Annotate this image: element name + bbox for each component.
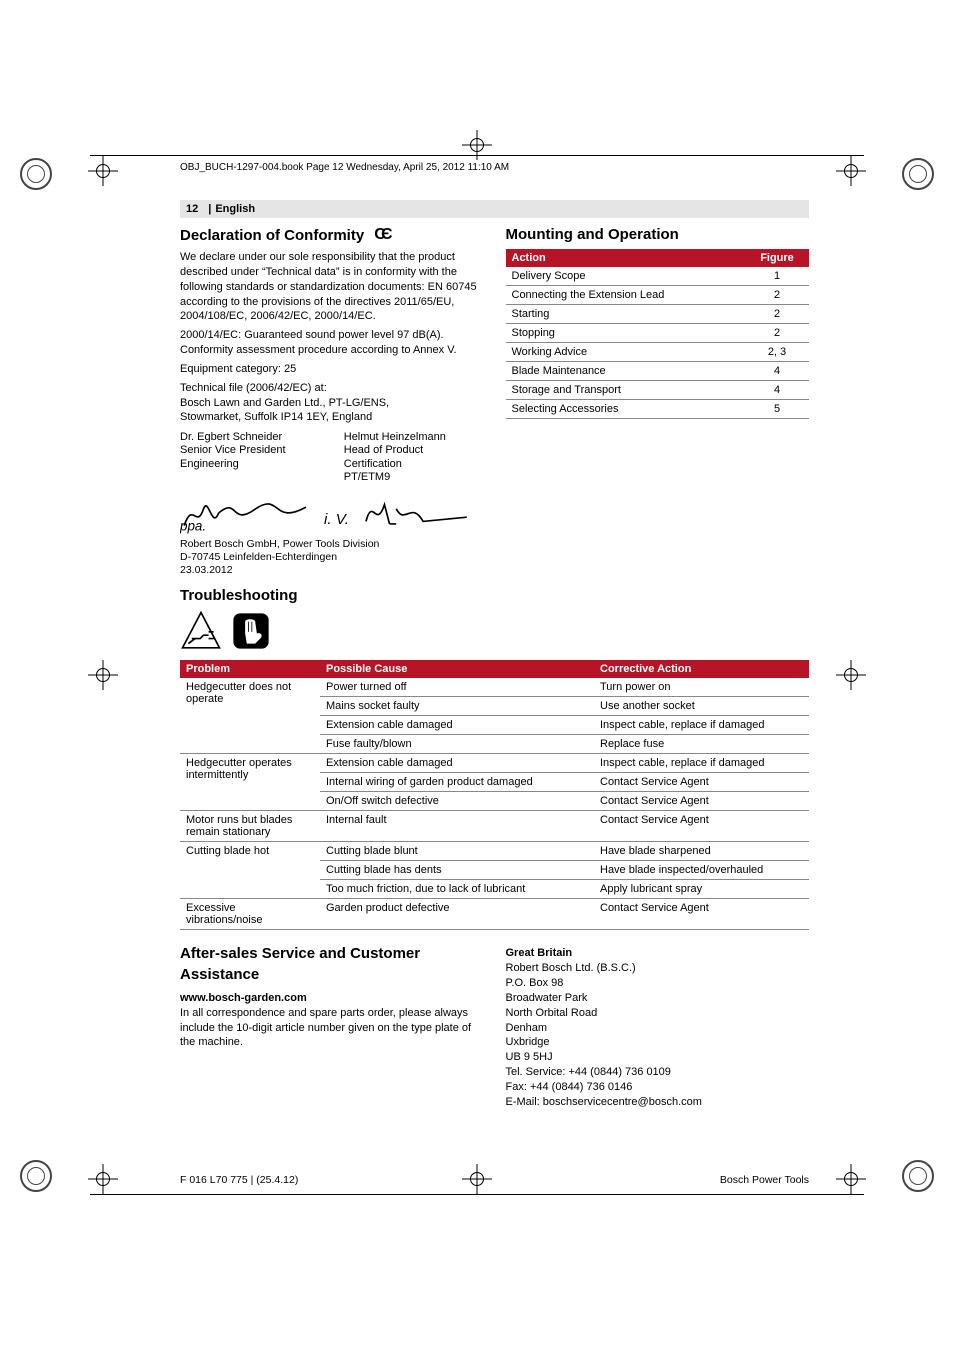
- address-line: Tel. Service: +44 (0844) 736 0109: [506, 1065, 810, 1080]
- footer-left: F 016 L70 775 | (25.4.12): [180, 1174, 298, 1186]
- address-line: UB 9 5HJ: [506, 1050, 810, 1065]
- address-line: Broadwater Park: [506, 991, 810, 1006]
- address-line: E-Mail: boschservicecentre@bosch.com: [506, 1095, 810, 1110]
- svg-text:i. V.: i. V.: [324, 511, 349, 528]
- gb-heading: Great Britain: [506, 947, 573, 959]
- gloves-icon: [230, 610, 272, 652]
- table-row: Excessive vibrations/noise Garden produc…: [180, 899, 809, 930]
- mounting-table: Action Figure Delivery Scope1Connecting …: [506, 249, 810, 419]
- page-header-band: 12 | English: [180, 200, 809, 218]
- conformity-heading: Declaration of Conformity C Є: [180, 226, 484, 244]
- conformity-address: Robert Bosch GmbH, Power Tools Division …: [180, 538, 484, 577]
- after-sales-right: Great Britain Robert Bosch Ltd. (B.S.C.)…: [506, 938, 810, 1109]
- conformity-body: We declare under our sole responsibility…: [180, 250, 484, 425]
- troubleshooting-icons: [180, 610, 484, 652]
- table-row: Working Advice2, 3: [506, 343, 810, 362]
- table-row: Hedgecutter operates intermittently Exte…: [180, 754, 809, 773]
- ce-mark-icon: C Є: [374, 226, 389, 244]
- unplug-warning-icon: [180, 610, 222, 652]
- table-row: Starting2: [506, 305, 810, 324]
- table-row: Storage and Transport4: [506, 381, 810, 400]
- troubleshooting-table: Problem Possible Cause Corrective Action…: [180, 660, 809, 930]
- table-row: Motor runs but blades remain stationary …: [180, 811, 809, 842]
- table-row: Hedgecutter does not operate Power turne…: [180, 678, 809, 697]
- page-number: 12: [186, 203, 198, 215]
- address-line: Fax: +44 (0844) 736 0146: [506, 1080, 810, 1095]
- table-row: Stopping2: [506, 324, 810, 343]
- table-row: Connecting the Extension Lead2: [506, 286, 810, 305]
- after-sales-url: www.bosch-garden.com: [180, 992, 307, 1004]
- troubleshooting-heading: Troubleshooting: [180, 587, 484, 604]
- col-left: Declaration of Conformity C Є We declare…: [180, 222, 484, 660]
- table-row: Delivery Scope1: [506, 267, 810, 286]
- address-line: Denham: [506, 1021, 810, 1036]
- table-row: Blade Maintenance4: [506, 362, 810, 381]
- page-footer: F 016 L70 775 | (25.4.12) Bosch Power To…: [180, 1174, 809, 1186]
- signers: Dr. Egbert Schneider Senior Vice Preside…: [180, 431, 484, 484]
- mounting-heading: Mounting and Operation: [506, 226, 810, 243]
- table-row: Cutting blade hot Cutting blade blunt Ha…: [180, 842, 809, 861]
- footer-right: Bosch Power Tools: [720, 1174, 809, 1186]
- after-sales-left: After-sales Service and Customer Assista…: [180, 938, 484, 1109]
- svg-text:ppa.: ppa.: [180, 519, 206, 534]
- table-row: Selecting Accessories5: [506, 400, 810, 419]
- col-right: Mounting and Operation Action Figure Del…: [506, 222, 810, 660]
- signature-2-icon: i. V.: [324, 492, 475, 534]
- page-content: 12 | English Declaration of Conformity C…: [180, 170, 809, 1170]
- page-language: English: [215, 203, 255, 215]
- address-line: P.O. Box 98: [506, 976, 810, 991]
- after-sales-heading: After-sales Service and Customer Assista…: [180, 944, 484, 985]
- signatures: ppa. i. V.: [180, 492, 484, 534]
- address-line: Uxbridge: [506, 1035, 810, 1050]
- address-line: Robert Bosch Ltd. (B.S.C.): [506, 961, 810, 976]
- signature-1-icon: ppa.: [180, 492, 314, 534]
- after-sales-note: In all correspondence and spare parts or…: [180, 1006, 484, 1051]
- address-line: North Orbital Road: [506, 1006, 810, 1021]
